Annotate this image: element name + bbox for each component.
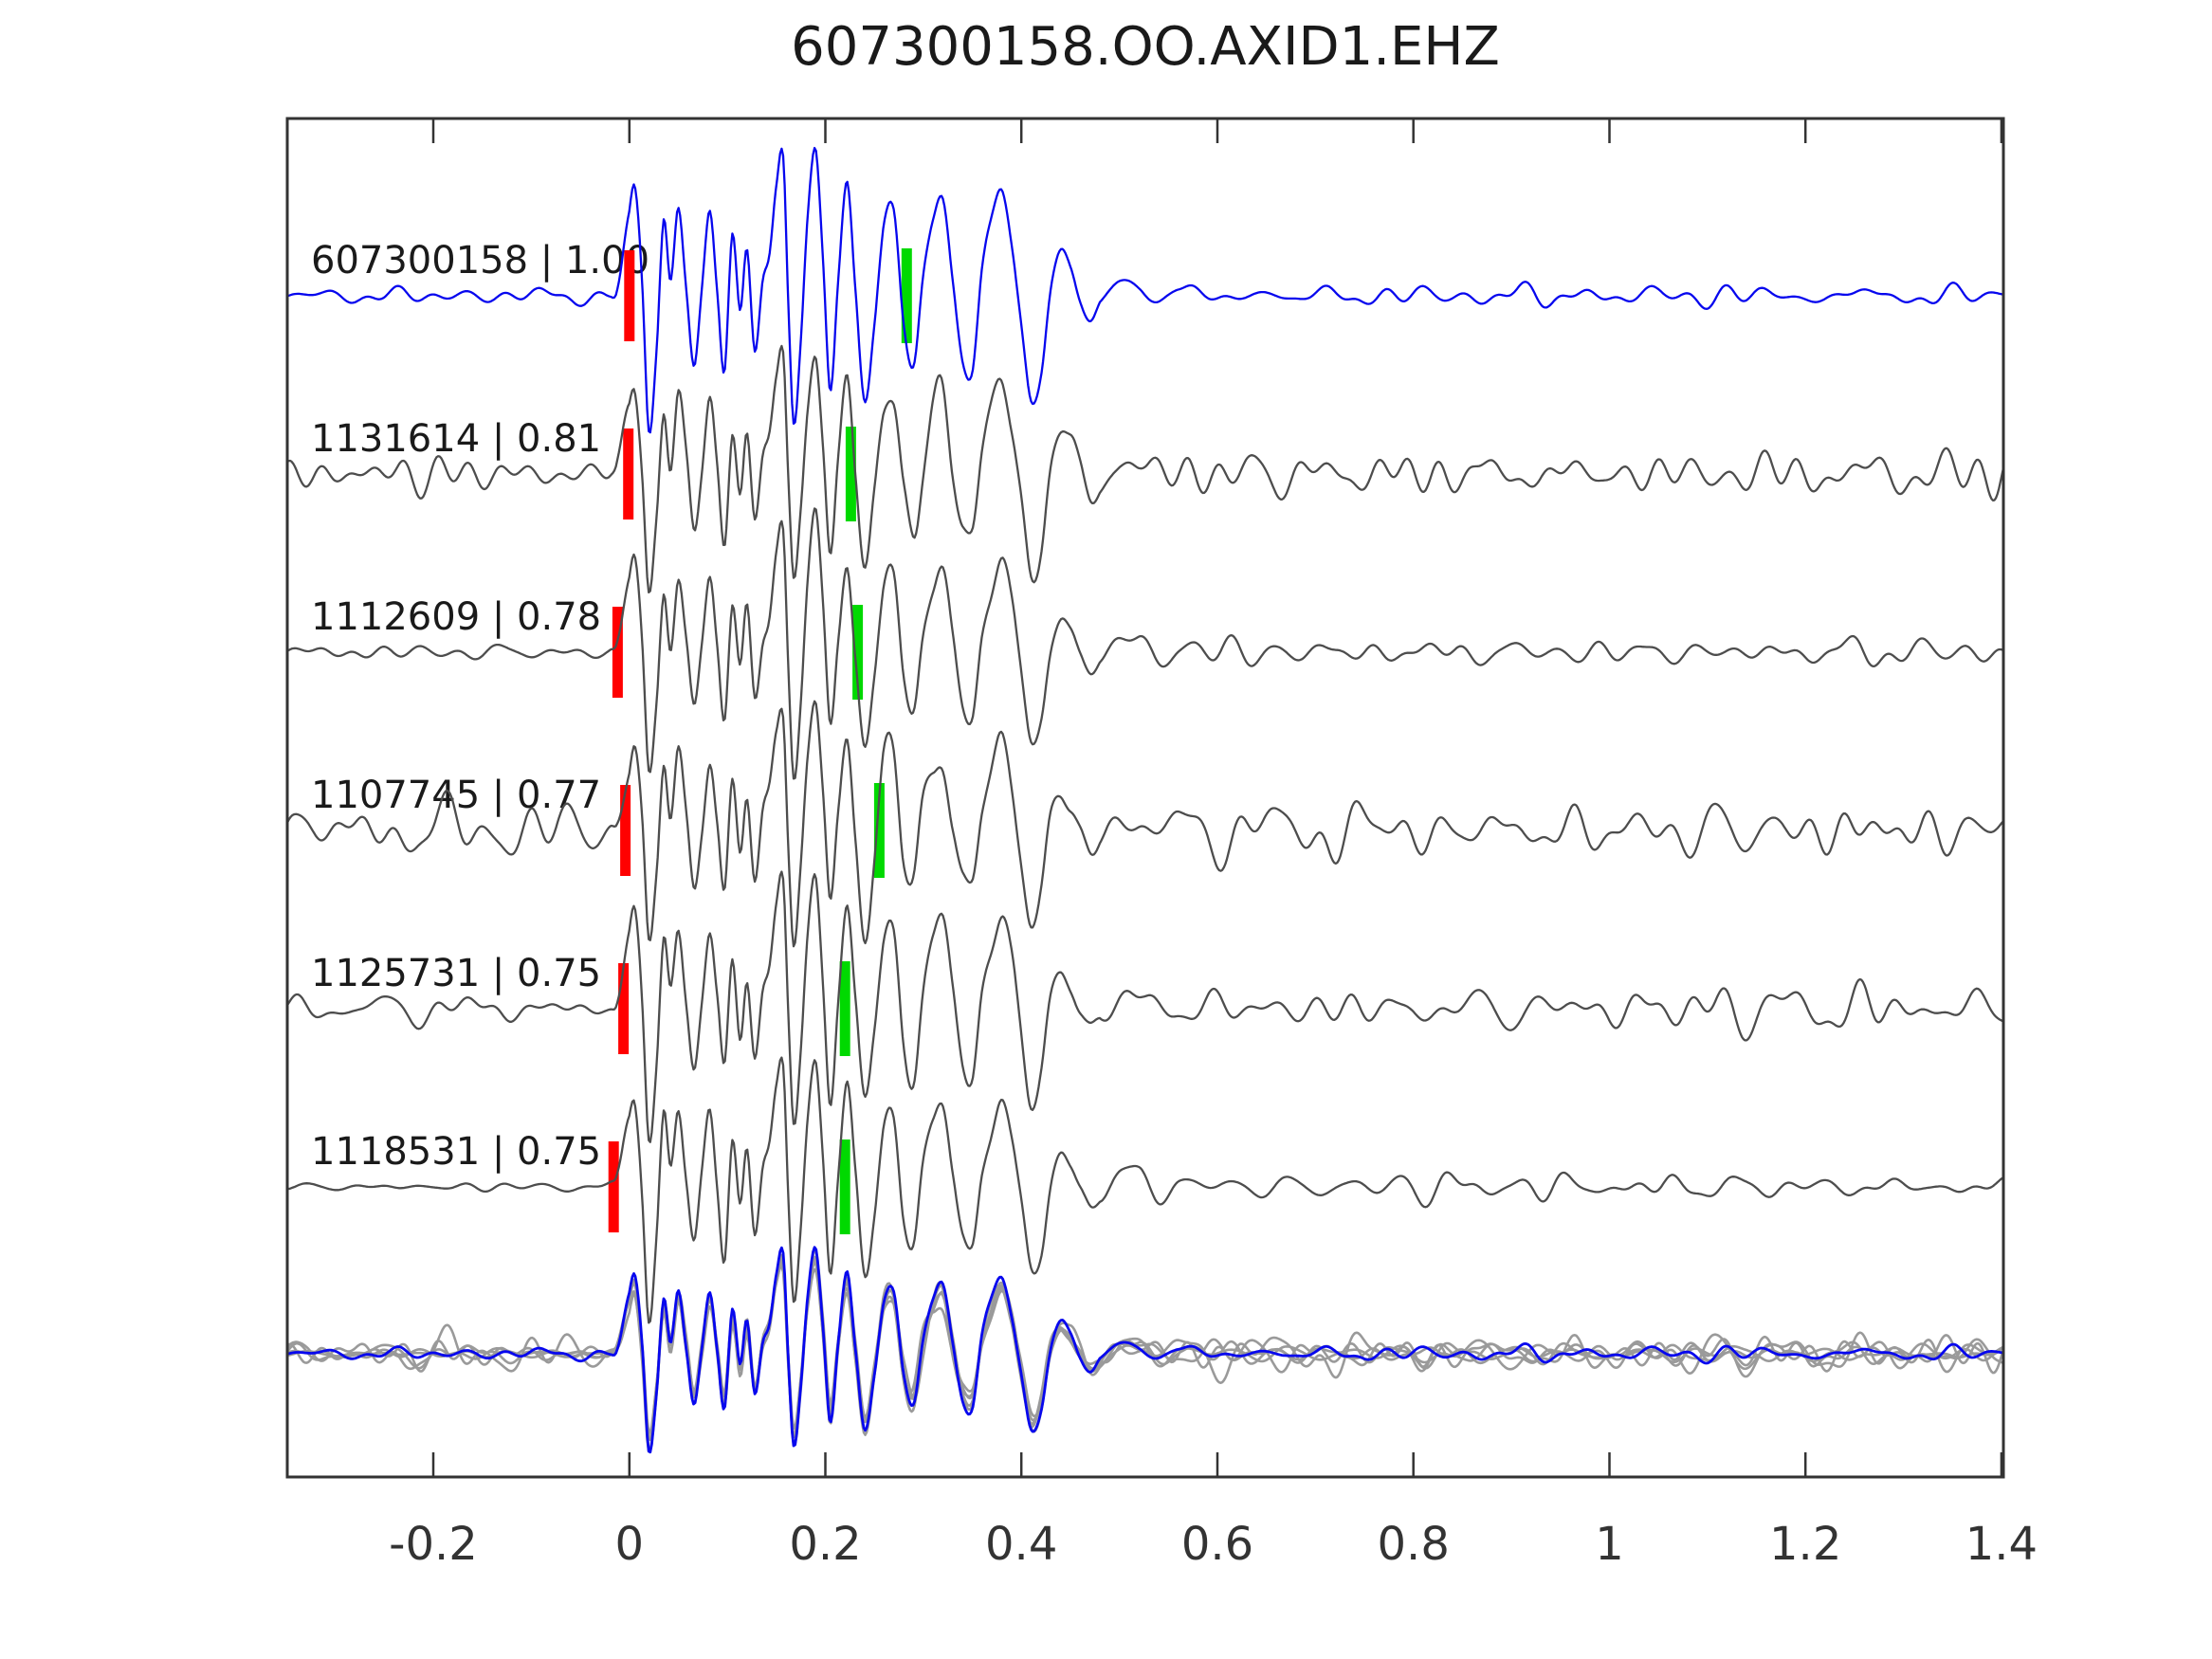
red-pick-1125731 [618, 963, 630, 1054]
overlay-template-trace [286, 1246, 2004, 1454]
red-pick-1107745 [620, 785, 631, 876]
trace-path-607300158 [286, 146, 2004, 434]
green-pick-1131614 [845, 427, 856, 521]
x-tick-label: 0.8 [1378, 1518, 1450, 1571]
plot-title: 607300158.OO.AXID1.EHZ [791, 16, 1500, 78]
red-pick-607300158 [624, 250, 635, 341]
green-pick-1107745 [873, 783, 885, 878]
green-pick-1125731 [839, 961, 850, 1056]
red-pick-1131614 [623, 428, 634, 520]
overlay-trace-1107745 [285, 1259, 2004, 1439]
trace-label-1112609: 1112609 | 0.78 [311, 595, 601, 639]
x-tick-label: 1.2 [1769, 1518, 1841, 1571]
x-tick-label: 0.6 [1181, 1518, 1253, 1571]
red-pick-1112609 [612, 607, 623, 698]
red-pick-1118531 [608, 1141, 619, 1232]
green-pick-1112609 [852, 605, 864, 700]
trace-label-1125731: 1125731 | 0.75 [311, 952, 601, 995]
plot-border [285, 117, 2005, 1479]
x-tick-label: 1 [1595, 1518, 1624, 1571]
x-tick-label: 0.4 [985, 1518, 1057, 1571]
trace-label-1107745: 1107745 | 0.77 [311, 774, 601, 817]
green-pick-607300158 [901, 248, 912, 343]
trace-label-1131614: 1131614 | 0.81 [311, 417, 601, 461]
x-tick-label: 0 [615, 1518, 645, 1571]
x-tick-label: 0.2 [789, 1518, 861, 1571]
x-tick-label: -0.2 [389, 1518, 478, 1571]
trace-path-1125731 [286, 870, 2004, 1143]
x-tick-label: 1.4 [1965, 1518, 2038, 1571]
trace-path-1131614 [286, 344, 2005, 594]
trace-label-607300158: 607300158 | 1.00 [311, 239, 649, 283]
trace-path-1112609 [286, 507, 2004, 780]
overlay-trace-1118531 [286, 1259, 2004, 1453]
green-pick-1118531 [839, 1139, 850, 1234]
trace-label-1118531: 1118531 | 0.75 [311, 1130, 601, 1174]
trace-path-1118531 [286, 1056, 2004, 1324]
trace-path-1107745 [285, 700, 2004, 948]
